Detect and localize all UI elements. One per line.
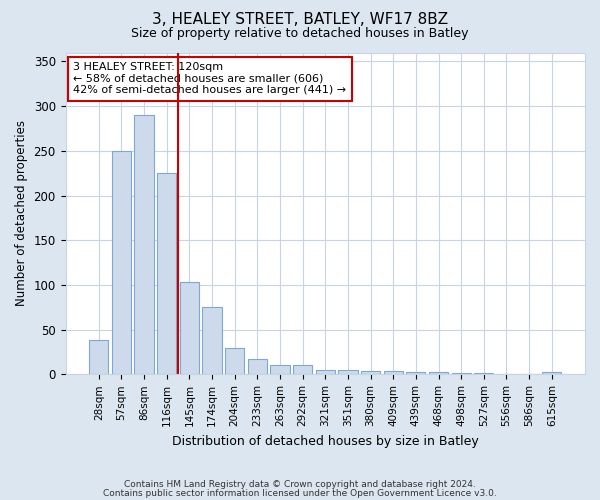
Bar xyxy=(293,366,312,374)
Bar xyxy=(157,173,176,374)
Bar xyxy=(474,372,493,374)
Bar xyxy=(248,359,267,374)
Text: 3, HEALEY STREET, BATLEY, WF17 8BZ: 3, HEALEY STREET, BATLEY, WF17 8BZ xyxy=(152,12,448,28)
Text: Contains HM Land Registry data © Crown copyright and database right 2024.: Contains HM Land Registry data © Crown c… xyxy=(124,480,476,489)
Bar xyxy=(406,372,425,374)
Bar xyxy=(271,366,290,374)
Text: Size of property relative to detached houses in Batley: Size of property relative to detached ho… xyxy=(131,28,469,40)
Bar xyxy=(316,370,335,374)
Y-axis label: Number of detached properties: Number of detached properties xyxy=(15,120,28,306)
Bar xyxy=(89,340,109,374)
Text: 3 HEALEY STREET: 120sqm
← 58% of detached houses are smaller (606)
42% of semi-d: 3 HEALEY STREET: 120sqm ← 58% of detache… xyxy=(73,62,346,96)
Bar xyxy=(338,370,358,374)
Bar xyxy=(383,370,403,374)
Bar xyxy=(429,372,448,374)
Bar xyxy=(134,115,154,374)
Bar xyxy=(180,282,199,374)
Bar xyxy=(361,370,380,374)
Bar xyxy=(112,151,131,374)
Bar xyxy=(202,308,221,374)
Bar xyxy=(542,372,562,374)
X-axis label: Distribution of detached houses by size in Batley: Distribution of detached houses by size … xyxy=(172,434,479,448)
Bar xyxy=(452,372,471,374)
Bar xyxy=(225,348,244,374)
Text: Contains public sector information licensed under the Open Government Licence v3: Contains public sector information licen… xyxy=(103,490,497,498)
